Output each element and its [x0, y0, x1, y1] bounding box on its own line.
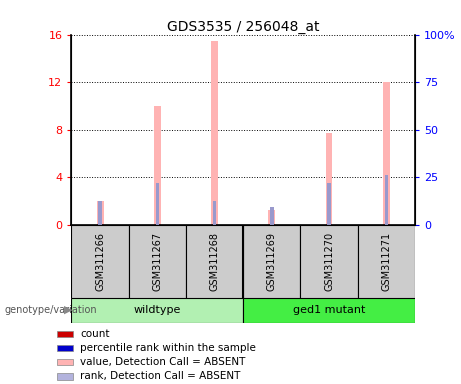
Text: percentile rank within the sample: percentile rank within the sample — [80, 343, 256, 353]
Text: GSM311268: GSM311268 — [210, 232, 219, 291]
Bar — [156, 183, 159, 225]
Text: ▶: ▶ — [64, 305, 72, 315]
Bar — [384, 175, 388, 225]
Text: GSM311269: GSM311269 — [267, 232, 277, 291]
Bar — [71, 298, 243, 323]
Text: rank, Detection Call = ABSENT: rank, Detection Call = ABSENT — [80, 371, 241, 381]
Title: GDS3535 / 256048_at: GDS3535 / 256048_at — [167, 20, 319, 33]
Bar — [57, 359, 72, 365]
Text: GSM311270: GSM311270 — [324, 232, 334, 291]
Bar — [97, 201, 104, 225]
Bar — [301, 225, 358, 298]
Bar — [270, 207, 273, 225]
Text: wildtype: wildtype — [134, 305, 181, 315]
Bar — [383, 82, 390, 225]
Text: value, Detection Call = ABSENT: value, Detection Call = ABSENT — [80, 357, 246, 367]
Bar — [243, 225, 301, 298]
Bar — [243, 298, 415, 323]
Bar — [57, 331, 72, 337]
Text: genotype/variation: genotype/variation — [5, 305, 97, 315]
Bar — [98, 201, 102, 225]
Bar — [211, 40, 218, 225]
Text: GSM311271: GSM311271 — [381, 232, 391, 291]
Bar — [129, 225, 186, 298]
Bar — [268, 210, 275, 225]
Bar — [57, 345, 72, 351]
Bar — [186, 225, 243, 298]
Bar — [71, 225, 129, 298]
Text: ged1 mutant: ged1 mutant — [293, 305, 365, 315]
Bar — [154, 106, 161, 225]
Bar — [213, 201, 216, 225]
Text: count: count — [80, 329, 110, 339]
Bar — [325, 133, 332, 225]
Bar — [358, 225, 415, 298]
Text: GSM311266: GSM311266 — [95, 232, 105, 291]
Bar — [327, 183, 331, 225]
Bar — [57, 373, 72, 379]
Text: GSM311267: GSM311267 — [152, 232, 162, 291]
